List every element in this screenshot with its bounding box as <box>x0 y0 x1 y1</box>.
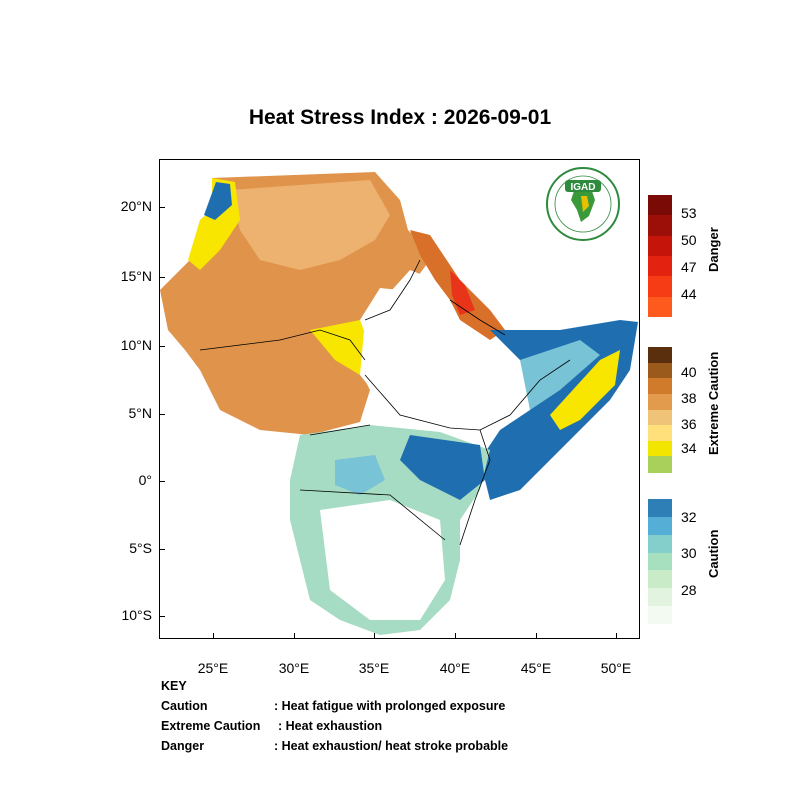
region-south-sudan <box>190 330 370 435</box>
lat-tick <box>159 481 165 482</box>
map-title: Heat Stress Index : 2026-09-01 <box>248 106 552 129</box>
colorbar-swatch <box>648 215 672 237</box>
lon-tick <box>616 633 617 639</box>
danger-label-47: 47 <box>681 259 697 275</box>
lon-tick <box>455 633 456 639</box>
caution-label-28: 28 <box>681 582 697 598</box>
lat-label-5s: 5°S <box>129 540 152 556</box>
lat-label-0: 0° <box>138 472 152 488</box>
colorbar-swatch <box>648 499 672 518</box>
lon-tick <box>536 633 537 639</box>
lon-label-50e: 50°E <box>600 660 632 676</box>
colorbar-swatch <box>648 588 672 607</box>
danger-label-44: 44 <box>681 286 697 302</box>
key-term-danger: Danger <box>161 739 205 753</box>
danger-label-53: 53 <box>681 205 697 221</box>
colorbar-swatch <box>648 362 672 379</box>
colorbar-extreme-caution <box>648 347 672 473</box>
lat-tick <box>159 549 165 550</box>
key-term-caution: Caution <box>161 699 208 713</box>
lon-tick <box>294 633 295 639</box>
igad-logo: IGAD <box>545 166 621 242</box>
region-west-blue <box>204 182 232 220</box>
region-lake-victoria <box>335 455 385 495</box>
region-somalia-light <box>520 340 600 410</box>
lat-tick <box>159 207 165 208</box>
region-somalia-yellow <box>550 350 620 430</box>
lon-label-35e: 35°E <box>358 660 390 676</box>
colorbar-swatch <box>648 606 672 625</box>
lat-label-5n: 5°N <box>128 405 153 421</box>
colorbar-caution <box>648 499 672 625</box>
colorbar-swatch <box>648 456 672 473</box>
key-desc-caution: : Heat fatigue with prolonged exposure <box>274 699 506 713</box>
heat-stress-map <box>160 172 638 635</box>
region-yellow-band <box>310 320 375 375</box>
region-tanzania-white <box>320 500 445 620</box>
colorbar-swatch <box>648 393 672 410</box>
lat-label-10n: 10°N <box>120 337 152 353</box>
colorbar-swatch <box>648 256 672 277</box>
igad-logo-text: IGAD <box>571 182 596 193</box>
colorbar-swatch <box>648 235 672 257</box>
region-sudan-tan <box>230 180 390 270</box>
caution-label-30: 30 <box>681 545 697 561</box>
key-term-extreme-caution: Extreme Caution <box>161 719 261 733</box>
colorbar-swatch <box>648 347 672 364</box>
map-area <box>159 159 640 639</box>
lat-label-10s: 10°S <box>121 607 152 623</box>
extreme-label-36: 36 <box>681 416 697 432</box>
lat-tick <box>159 346 165 347</box>
colorbar-swatch <box>648 296 672 318</box>
colorbar-swatch <box>648 425 672 442</box>
lat-label-15n: 15°N <box>120 268 152 284</box>
colorbar-swatch <box>648 409 672 426</box>
region-ethiopia-highlands <box>360 270 540 430</box>
colorbar-swatch <box>648 378 672 395</box>
extreme-label-34: 34 <box>681 440 697 456</box>
igad-logo-icon: IGAD <box>546 167 620 241</box>
country-borders <box>199 259 571 546</box>
key-desc-extreme-caution: : Heat exhaustion <box>278 719 383 733</box>
caution-label-32: 32 <box>681 509 697 525</box>
danger-label-50: 50 <box>681 232 697 248</box>
colorbar-danger <box>648 195 672 318</box>
colorbar-swatch <box>648 570 672 589</box>
lon-tick <box>374 633 375 639</box>
lon-label-40e: 40°E <box>439 660 471 676</box>
lat-tick <box>159 414 165 415</box>
lon-label-30e: 30°E <box>278 660 310 676</box>
colorbar-swatch <box>648 534 672 554</box>
colorbar-swatch <box>648 516 672 536</box>
colorbar-swatch <box>648 195 672 216</box>
lat-tick <box>159 616 165 617</box>
key-desc-danger: : Heat exhaustion/ heat stroke probable <box>274 739 509 753</box>
colorbar-title-caution: Caution <box>706 529 721 578</box>
lon-label-45e: 45°E <box>520 660 552 676</box>
lon-tick <box>213 633 214 639</box>
lon-label-25e: 25°E <box>197 660 229 676</box>
colorbar-swatch <box>648 440 672 457</box>
colorbar-title-extreme-caution: Extreme Caution <box>706 351 721 455</box>
colorbar-title-danger: Danger <box>706 227 721 272</box>
key-heading: KEY <box>161 679 187 693</box>
extreme-label-40: 40 <box>681 364 697 380</box>
region-kenya-blue <box>400 435 485 500</box>
lat-label-20n: 20°N <box>120 198 152 214</box>
lat-tick <box>159 277 165 278</box>
extreme-label-38: 38 <box>681 390 697 406</box>
colorbar-swatch <box>648 552 672 571</box>
colorbar-swatch <box>648 276 672 298</box>
